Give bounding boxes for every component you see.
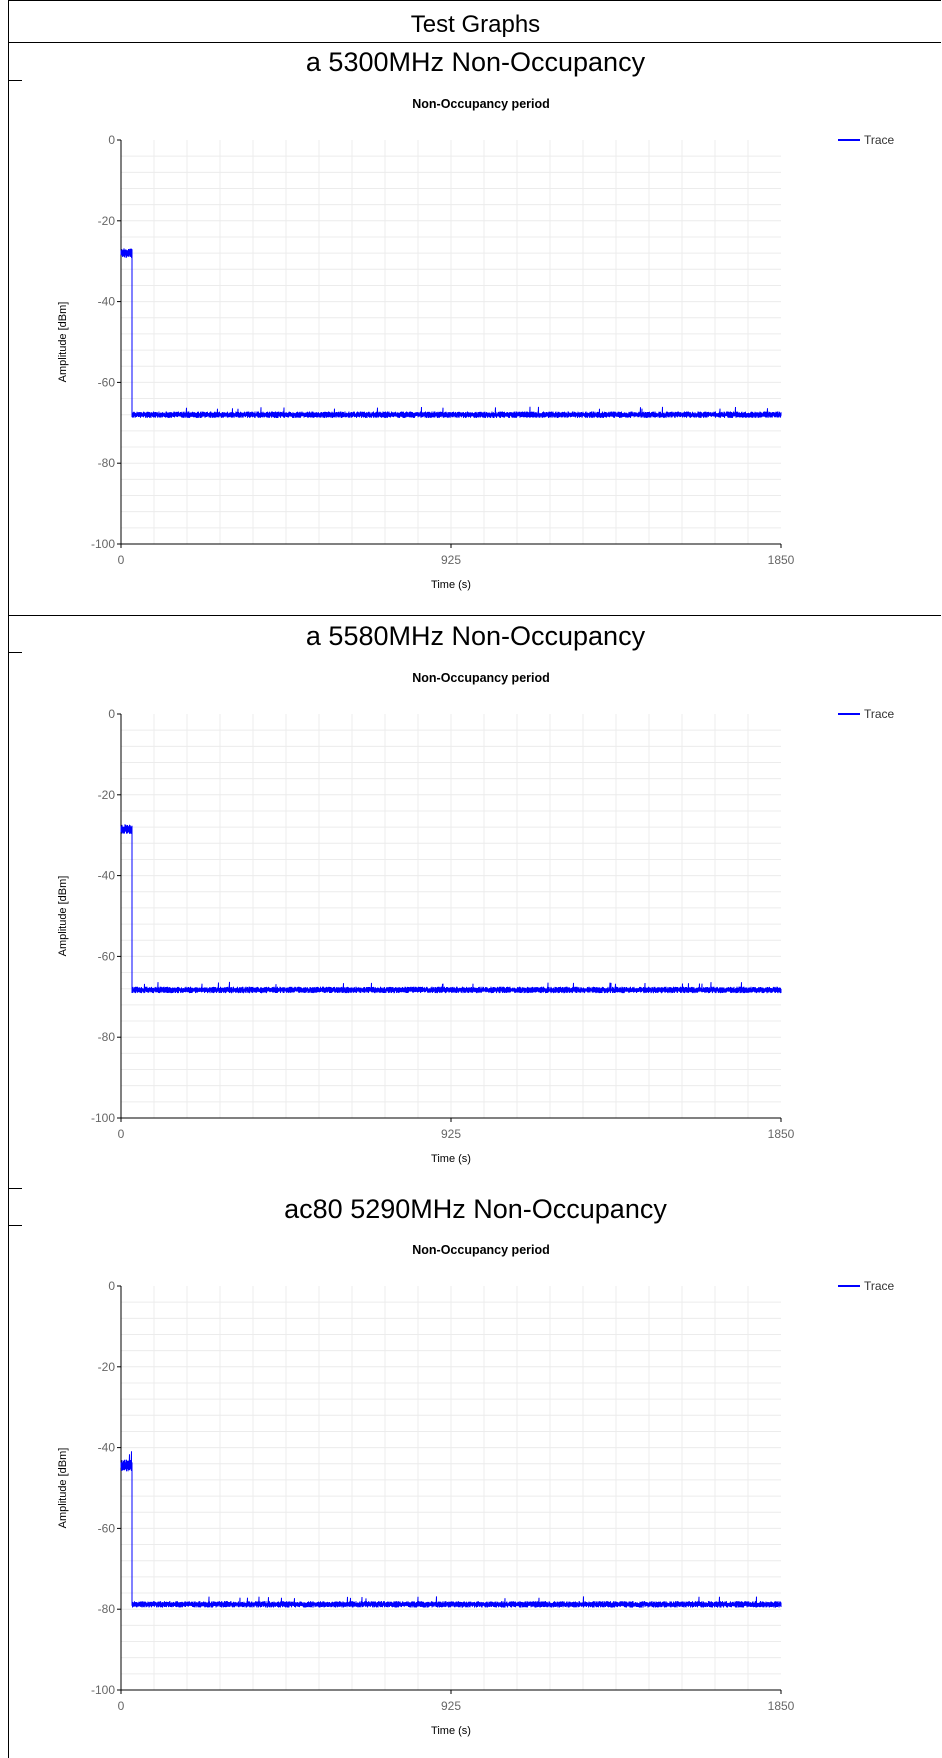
chart-title: Non-Occupancy period	[412, 97, 550, 111]
y-tick-label: -100	[91, 1683, 115, 1697]
chart-2-section-title: a 5580MHz Non-Occupancy	[305, 621, 646, 651]
page-title: Test Graphs	[410, 11, 541, 38]
section-divider	[8, 615, 941, 616]
x-tick-label: 0	[118, 1699, 125, 1713]
x-tick-label: 1850	[768, 1699, 795, 1713]
grid	[121, 1286, 781, 1690]
y-tick-label: -80	[98, 1030, 116, 1044]
legend-label: Trace	[864, 1279, 895, 1293]
y-tick-label: -100	[91, 1111, 115, 1125]
y-tick-label: -80	[98, 1602, 116, 1616]
legend-label: Trace	[864, 707, 895, 721]
chart-3-section-title: ac80 5290MHz Non-Occupancy	[284, 1194, 667, 1224]
x-tick-label: 0	[118, 1127, 125, 1141]
y-tick-label: -100	[91, 537, 115, 551]
y-axis-label: Amplitude [dBm]	[57, 876, 69, 957]
y-tick-label: -60	[98, 949, 116, 963]
margin-tick	[8, 80, 22, 81]
grid	[121, 140, 781, 544]
legend: Trace	[838, 133, 895, 147]
trace-series-line	[120, 1451, 782, 1608]
x-axis-label: Time (s)	[431, 1153, 471, 1165]
y-tick-label: -20	[98, 1360, 116, 1374]
x-tick-label: 1850	[768, 553, 795, 567]
legend-label: Trace	[864, 133, 895, 147]
trace-series-line	[120, 248, 782, 419]
header-divider	[8, 42, 941, 43]
y-axis-label: Amplitude [dBm]	[57, 1448, 69, 1529]
x-tick-label: 925	[441, 1127, 461, 1141]
x-axis-label: Time (s)	[431, 579, 471, 591]
x-tick-label: 0	[118, 553, 125, 567]
x-tick-label: 1850	[768, 1127, 795, 1141]
legend: Trace	[838, 1279, 895, 1293]
chart-title: Non-Occupancy period	[412, 1243, 550, 1257]
x-tick-label: 925	[441, 1699, 461, 1713]
y-tick-label: -40	[98, 295, 116, 309]
y-tick-label: -60	[98, 375, 116, 389]
y-tick-label: -20	[98, 214, 116, 228]
y-tick-label: -80	[98, 456, 116, 470]
y-tick-label: 0	[108, 133, 115, 147]
trace-series-line	[120, 824, 782, 994]
margin-tick	[8, 1188, 22, 1189]
x-axis-label: Time (s)	[431, 1725, 471, 1737]
chart-1-section-title: a 5300MHz Non-Occupancy	[305, 47, 646, 77]
page-frame	[8, 0, 941, 1758]
margin-tick	[8, 1225, 22, 1226]
y-tick-label: -40	[98, 1441, 116, 1455]
y-tick-label: -40	[98, 869, 116, 883]
y-tick-label: 0	[108, 707, 115, 721]
y-axis-label: Amplitude [dBm]	[57, 302, 69, 383]
y-tick-label: -60	[98, 1521, 116, 1535]
margin-tick	[8, 652, 22, 653]
y-tick-label: -20	[98, 788, 116, 802]
x-tick-label: 925	[441, 553, 461, 567]
top-divider	[8, 0, 941, 1]
chart-title: Non-Occupancy period	[412, 671, 550, 685]
legend: Trace	[838, 707, 895, 721]
grid	[121, 714, 781, 1118]
y-tick-label: 0	[108, 1279, 115, 1293]
